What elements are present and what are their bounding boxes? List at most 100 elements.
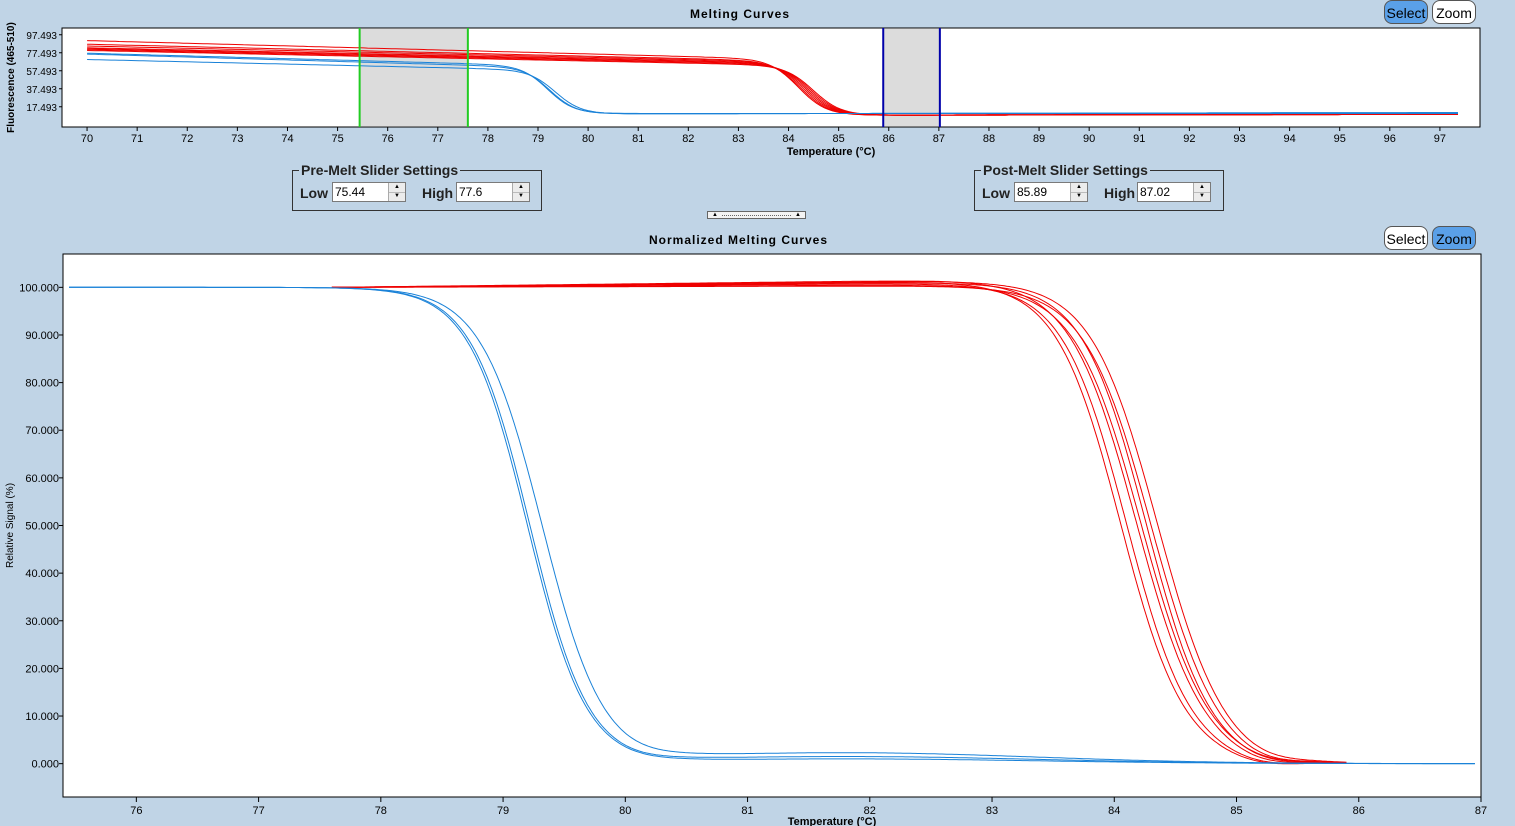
post-melt-low-stepper[interactable]: ▲▼: [1014, 182, 1088, 202]
y-tick-label: 0.000: [31, 759, 59, 771]
x-tick-label: 72: [181, 133, 193, 145]
x-tick-label: 77: [432, 133, 444, 145]
collapse-up-icon[interactable]: ▲: [712, 212, 718, 218]
x-tick-label: 93: [1233, 133, 1245, 145]
pre-melt-legend: Pre-Melt Slider Settings: [301, 162, 459, 178]
melt-curve-red-6: [87, 50, 1458, 116]
y-tick-label: 100.000: [19, 282, 59, 294]
x-tick-label: 87: [933, 133, 945, 145]
x-tick-label: 84: [782, 133, 794, 145]
x-tick-label: 76: [130, 805, 142, 817]
x-tick-label: 86: [883, 133, 895, 145]
melting-curves-title: Melting Curves: [690, 7, 791, 21]
melting-curves-chart[interactable]: 70 71 72 73 74 75 76 77 78 79 80 81 82 83 84 85 86 87 88 89…: [0, 0, 1515, 160]
x-tick-label: 82: [682, 133, 694, 145]
x-tick-label: 78: [375, 805, 387, 817]
spin-up-icon[interactable]: ▲: [1071, 183, 1087, 193]
plot-area: [61, 27, 1481, 128]
y-tick-label: 50.000: [25, 521, 59, 533]
x-tick-label: 90: [1083, 133, 1095, 145]
post-melt-high-label: High: [1104, 185, 1136, 201]
x-tick-label: 91: [1133, 133, 1145, 145]
stepper-arrows[interactable]: ▲ ▼: [512, 183, 529, 201]
y-tick-label: 60.000: [25, 473, 59, 485]
spin-up-icon[interactable]: ▲: [389, 183, 405, 193]
y-tick-label: 17.493: [26, 103, 57, 114]
post-melt-high-stepper[interactable]: ▲▼: [1137, 182, 1211, 202]
y-axis-label: Fluorescence (465-510): [6, 22, 17, 133]
pre-melt-high-label: High: [422, 185, 454, 201]
x-tick-label: 71: [131, 133, 143, 145]
x-tick-label: 85: [1230, 805, 1242, 817]
spin-down-icon[interactable]: ▼: [394, 193, 400, 199]
spin-up-icon[interactable]: ▲: [513, 183, 529, 193]
pre-melt-low-label: Low: [300, 185, 328, 201]
x-tick-label: 73: [231, 133, 243, 145]
x-axis-label: Temperature (°C): [787, 146, 876, 158]
x-tick-label: 92: [1183, 133, 1195, 145]
stepper-arrows[interactable]: ▲ ▼: [388, 183, 405, 201]
pre-melt-low-input[interactable]: [333, 183, 389, 201]
bottom-select-button[interactable]: Select: [1384, 226, 1428, 250]
y-tick-label: 57.493: [26, 67, 57, 78]
post-melt-high-input[interactable]: [1138, 183, 1194, 201]
spin-down-icon[interactable]: ▼: [518, 193, 524, 199]
panel-splitter-handle[interactable]: ▲ ▲: [707, 211, 806, 219]
post-melt-legend: Post-Melt Slider Settings: [983, 162, 1148, 178]
x-tick-label: 83: [732, 133, 744, 145]
post-melt-low-input[interactable]: [1015, 183, 1071, 201]
spin-down-icon[interactable]: ▼: [1076, 193, 1082, 199]
y-tick-label: 77.493: [26, 49, 57, 60]
x-tick-label: 76: [382, 133, 394, 145]
x-tick-label: 81: [741, 805, 753, 817]
splitter-grip-icon: [722, 215, 791, 216]
y-tick-label: 30.000: [25, 616, 59, 628]
x-tick-label: 75: [331, 133, 343, 145]
x-tick-label: 88: [983, 133, 995, 145]
x-tick-label: 81: [632, 133, 644, 145]
x-tick-label: 86: [1353, 805, 1365, 817]
expand-down-icon[interactable]: ▲: [795, 212, 801, 218]
pre-melt-settings: Pre-Melt Slider Settings: [292, 162, 542, 211]
y-tick-label: 10.000: [25, 711, 59, 723]
top-zoom-button[interactable]: Zoom: [1432, 0, 1476, 24]
post-melt-settings: Post-Melt Slider Settings: [974, 162, 1224, 211]
x-tick-label: 77: [252, 805, 264, 817]
x-tick-label: 84: [1108, 805, 1120, 817]
x-tick-label: 79: [497, 805, 509, 817]
normalized-curve-red-6: [331, 281, 1347, 763]
y-tick-label: 20.000: [25, 663, 59, 675]
x-tick-label: 94: [1283, 133, 1295, 145]
x-tick-label: 89: [1033, 133, 1045, 145]
spin-up-icon[interactable]: ▲: [1194, 183, 1210, 193]
x-tick-label: 80: [582, 133, 594, 145]
stepper-arrows[interactable]: ▲ ▼: [1193, 183, 1210, 201]
post-melt-low-label: Low: [982, 185, 1010, 201]
y-axis-label: Relative Signal (%): [5, 483, 16, 568]
x-tick-label: 97: [1434, 133, 1446, 145]
melt-curve-blue-9: [87, 59, 1458, 115]
x-tick-label: 80: [619, 805, 631, 817]
x-tick-label: 95: [1334, 133, 1346, 145]
x-tick-label: 74: [281, 133, 293, 145]
y-tick-label: 90.000: [25, 330, 59, 342]
x-tick-label: 82: [864, 805, 876, 817]
x-tick-label: 85: [833, 133, 845, 145]
pre-melt-high-stepper[interactable]: ▲▼: [456, 182, 530, 202]
stepper-arrows[interactable]: ▲ ▼: [1070, 183, 1087, 201]
pre-melt-low-stepper[interactable]: ▲▼: [332, 182, 406, 202]
x-tick-label: 87: [1475, 805, 1487, 817]
spin-down-icon[interactable]: ▼: [1199, 193, 1205, 199]
y-tick-label: 40.000: [25, 568, 59, 580]
top-select-button[interactable]: Select: [1384, 0, 1428, 24]
x-tick-label: 79: [532, 133, 544, 145]
pre-melt-high-input[interactable]: [457, 183, 513, 201]
x-tick-label: 78: [482, 133, 494, 145]
x-axis-label: Temperature (°C): [788, 816, 877, 826]
normalized-curve-blue-9: [69, 286, 1475, 765]
bottom-zoom-button[interactable]: Zoom: [1432, 226, 1476, 250]
post-melt-band: [883, 29, 940, 126]
y-tick-label: 70.000: [25, 425, 59, 437]
pre-melt-band: [359, 29, 468, 126]
